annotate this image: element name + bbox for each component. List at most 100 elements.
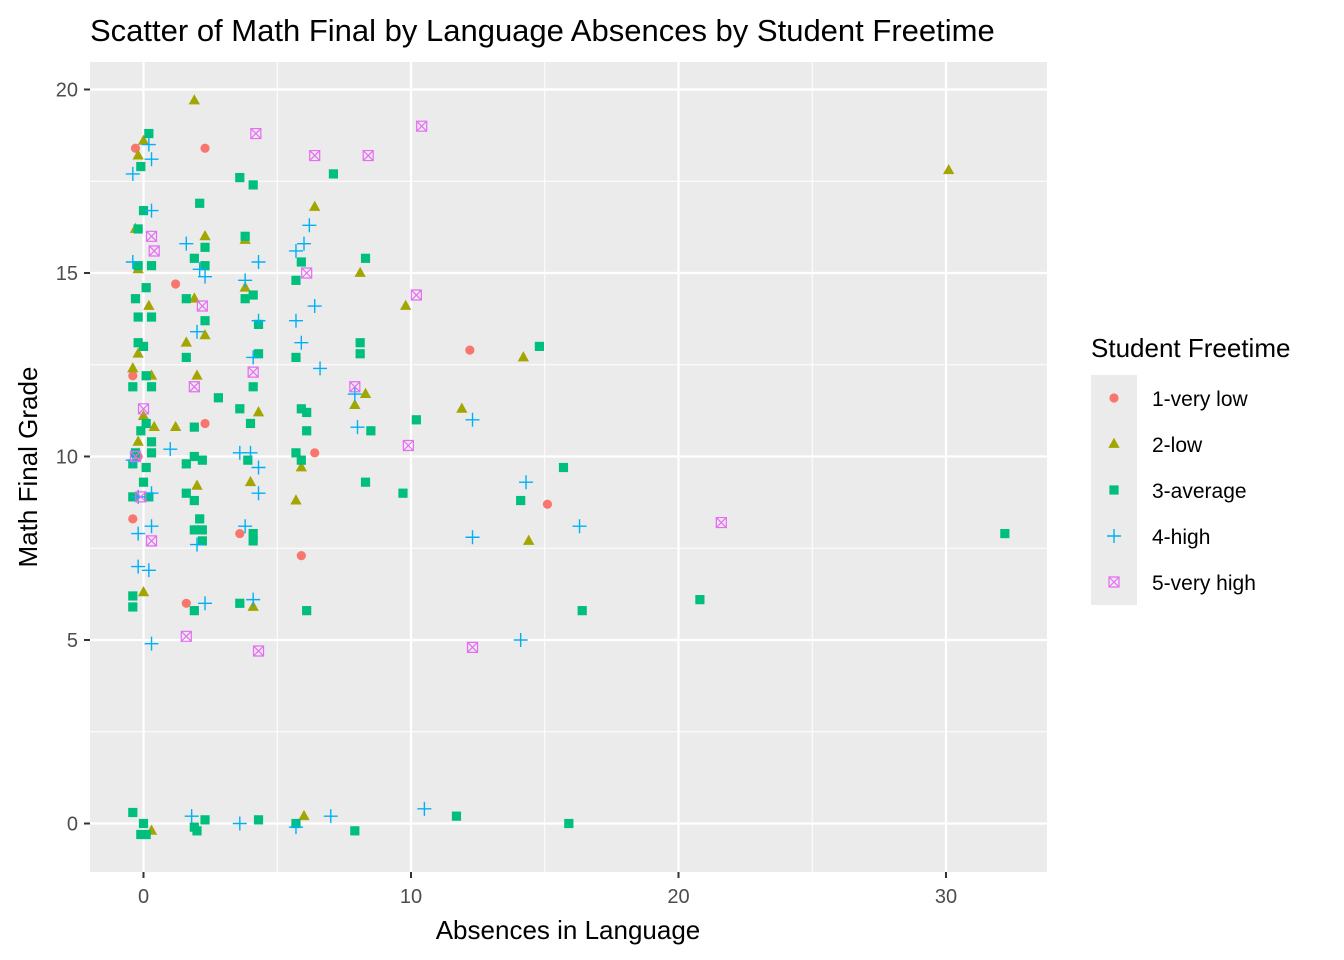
data-point — [297, 236, 311, 251]
data-point — [198, 596, 213, 611]
data-point — [232, 816, 247, 831]
data-point — [137, 585, 150, 597]
y-axis-title: Math Final Grade — [13, 367, 43, 568]
data-point — [146, 448, 157, 458]
data-point — [248, 382, 258, 392]
data-point — [133, 261, 143, 271]
data-point — [235, 528, 245, 539]
legend: Student Freetime 1-very low 2-low 3-averag… — [1091, 333, 1290, 605]
data-point — [128, 382, 138, 392]
legend-label: 4-high — [1152, 526, 1210, 549]
data-point — [197, 536, 207, 546]
legend-item: 4-high — [1107, 526, 1210, 549]
data-point — [355, 338, 365, 348]
data-point — [238, 519, 253, 534]
data-point — [248, 290, 258, 300]
legend-key — [1108, 576, 1120, 588]
data-point — [465, 345, 475, 355]
data-point — [399, 299, 412, 310]
data-point — [695, 595, 705, 605]
data-point — [189, 525, 199, 535]
chart-title: Scatter of Math Final by Language Absenc… — [90, 13, 995, 48]
data-point — [189, 495, 199, 506]
data-point — [572, 519, 587, 534]
data-point — [144, 152, 159, 167]
data-point — [416, 120, 428, 132]
data-point — [141, 371, 151, 381]
data-point — [138, 206, 149, 216]
data-point — [198, 269, 213, 284]
legend-label: 1-very low — [1152, 388, 1249, 411]
data-point — [534, 341, 544, 351]
data-point — [410, 289, 422, 301]
data-point — [213, 393, 223, 403]
data-point — [347, 387, 362, 402]
data-point — [398, 488, 408, 498]
data-point — [235, 598, 245, 608]
data-point — [350, 420, 365, 435]
data-point — [181, 598, 191, 608]
data-point — [360, 253, 371, 263]
plot-panel — [90, 62, 1047, 872]
data-point — [136, 161, 146, 172]
data-point — [191, 479, 203, 490]
data-point — [188, 292, 200, 303]
data-point — [313, 361, 328, 376]
data-point — [144, 486, 159, 501]
data-point — [189, 253, 199, 263]
data-point — [137, 403, 150, 415]
series-3 — [128, 128, 1010, 840]
data-point — [542, 499, 553, 509]
data-point — [288, 313, 303, 328]
data-point — [309, 200, 321, 211]
data-point — [350, 826, 360, 836]
data-point — [128, 591, 138, 601]
data-point — [310, 448, 320, 458]
y-tick-label: 20 — [56, 80, 78, 102]
data-point — [179, 236, 194, 251]
data-point — [465, 530, 480, 545]
data-point — [307, 299, 322, 314]
data-point — [141, 283, 151, 293]
data-point — [146, 382, 157, 392]
data-point — [200, 418, 210, 429]
data-point — [181, 459, 191, 469]
data-point — [516, 495, 526, 506]
data-point — [417, 801, 432, 816]
data-point — [125, 254, 140, 269]
data-point — [251, 313, 266, 328]
data-point — [564, 818, 574, 829]
data-point — [253, 349, 264, 359]
data-point — [132, 149, 144, 160]
data-point — [1000, 528, 1010, 539]
data-point — [291, 275, 301, 285]
data-point — [466, 641, 479, 653]
y-tick-label: 10 — [56, 447, 78, 469]
data-point — [148, 420, 160, 432]
data-point — [190, 324, 204, 339]
data-point — [251, 460, 266, 475]
data-point — [244, 475, 257, 487]
data-point — [189, 451, 199, 462]
data-point — [132, 435, 144, 446]
legend-items: 1-very low 2-low 3-average 4-high 5-very hig… — [1107, 388, 1256, 595]
data-point — [349, 398, 361, 410]
x-tick-label: 30 — [935, 886, 957, 908]
data-point — [291, 448, 301, 458]
data-point — [349, 381, 361, 393]
data-point — [141, 462, 151, 473]
legend-item: 5-very high — [1108, 572, 1256, 595]
data-point — [328, 169, 339, 179]
data-point — [251, 254, 266, 269]
data-point — [133, 224, 143, 234]
data-point — [200, 143, 210, 153]
data-point — [141, 418, 151, 429]
data-point — [513, 633, 528, 647]
legend-item: 3-average — [1109, 480, 1247, 503]
legend-key — [1109, 485, 1119, 495]
data-point — [302, 606, 312, 616]
data-point — [136, 426, 146, 436]
legend-title: Student Freetime — [1091, 333, 1290, 363]
data-point — [188, 381, 200, 393]
data-point — [191, 369, 203, 380]
